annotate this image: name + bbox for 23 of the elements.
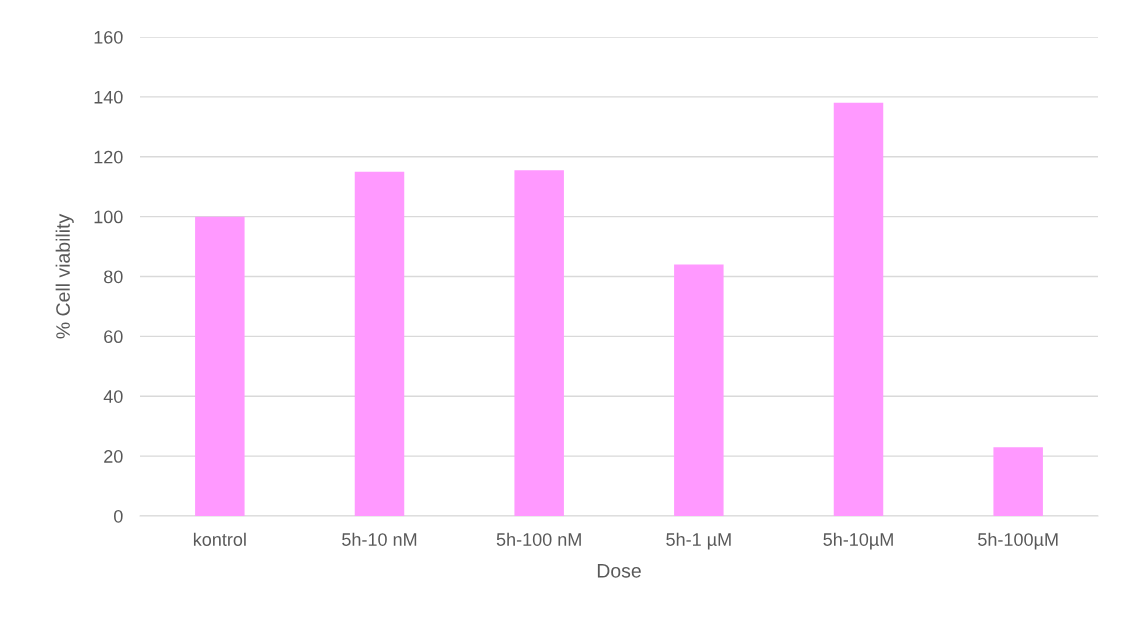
y-axis-title: % Cell viability [55,213,74,339]
bar [354,171,405,516]
bar [993,447,1043,516]
x-tick-label: 5h-100µM [978,532,1058,550]
bar [833,102,884,516]
bar [674,264,724,516]
y-tick-label: 60 [104,330,123,344]
bar [195,216,245,516]
x-tick-label: kontrol [193,532,246,546]
x-tick-label: 5h-100 nM [496,532,581,546]
y-tick-label: 0 [114,509,123,523]
x-tick-label: 5h-10 nM [342,532,417,546]
y-tick-label: 100 [94,210,123,224]
y-tick-label: 120 [94,150,123,164]
bar [514,170,564,516]
y-tick-label: 160 [94,30,123,44]
y-tick-label: 40 [103,390,123,403]
y-tick-label: 20 [104,450,123,463]
x-tick-label: 5h-10µM [823,532,893,550]
x-tick-label: 5h-1 µM [666,532,731,550]
y-tick-label: 80 [104,270,123,284]
x-axis-title: Dose [597,564,641,578]
y-tick-label: 140 [94,90,123,104]
